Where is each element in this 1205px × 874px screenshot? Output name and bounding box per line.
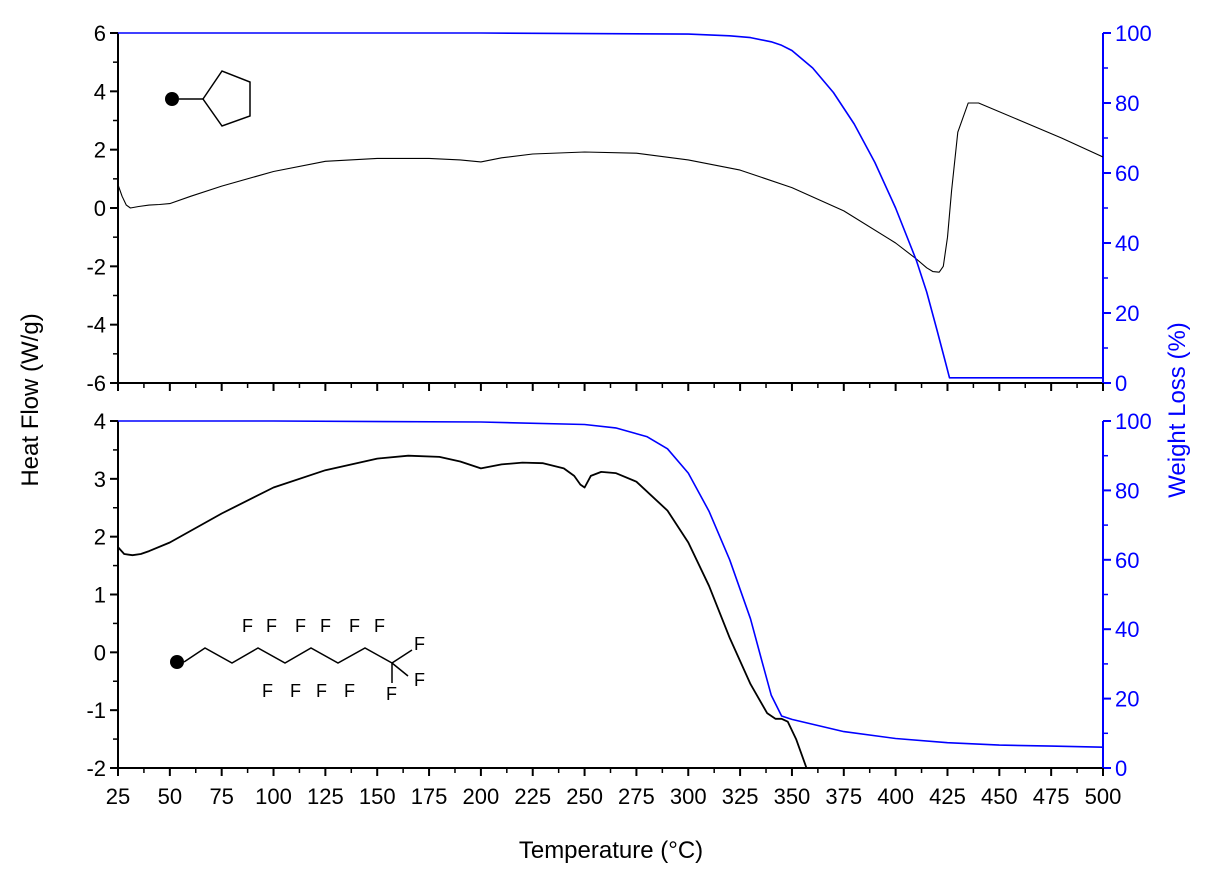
y-right-tick-label: 80 bbox=[1115, 91, 1139, 116]
fluorine-atom-label: F bbox=[374, 616, 385, 636]
fluorine-atom-label: F bbox=[344, 681, 355, 701]
perfluoroalkyl-structure-icon: F F F F F F F F F F F F F bbox=[170, 616, 425, 704]
y-left-tick-label: -2 bbox=[86, 756, 106, 781]
y-right-tick-label: 20 bbox=[1115, 687, 1139, 712]
fluorine-atom-label: F bbox=[414, 670, 425, 690]
x-tick-label: 300 bbox=[670, 784, 707, 809]
fluorine-atom-label: F bbox=[262, 681, 273, 701]
fluorine-atom-label: F bbox=[290, 681, 301, 701]
y-left-tick-label: 6 bbox=[94, 21, 106, 46]
y-left-tick-label: 0 bbox=[94, 196, 106, 221]
y-right-tick-label: 80 bbox=[1115, 478, 1139, 503]
x-tick-label: 375 bbox=[825, 784, 862, 809]
x-tick-label: 275 bbox=[618, 784, 655, 809]
y-left-tick-label: -4 bbox=[86, 313, 106, 338]
fluorine-atom-label: F bbox=[295, 616, 306, 636]
x-tick-label: 50 bbox=[158, 784, 182, 809]
fluorine-atom-label: F bbox=[386, 684, 397, 704]
x-tick-label: 200 bbox=[463, 784, 500, 809]
y-right-tick-label: 100 bbox=[1115, 21, 1152, 46]
x-tick-label: 500 bbox=[1085, 784, 1122, 809]
fluorine-atom-label: F bbox=[316, 681, 327, 701]
x-tick-label: 475 bbox=[1033, 784, 1070, 809]
x-tick-label: 25 bbox=[106, 784, 130, 809]
heat-flow-series-line bbox=[118, 102, 1103, 273]
x-tick-label: 325 bbox=[722, 784, 759, 809]
y-left-tick-label: -2 bbox=[86, 254, 106, 279]
weight-loss-series-line bbox=[118, 32, 1103, 379]
y-right-tick-label: 20 bbox=[1115, 301, 1139, 326]
x-tick-label: 150 bbox=[359, 784, 396, 809]
y-left-tick-label: -6 bbox=[86, 371, 106, 396]
x-tick-label: 175 bbox=[411, 784, 448, 809]
x-tick-label: 350 bbox=[774, 784, 811, 809]
y-left-tick-label: 0 bbox=[94, 640, 106, 665]
heat-flow-series-line bbox=[118, 454, 808, 768]
y-right-tick-label: 0 bbox=[1115, 371, 1127, 396]
y-left-tick-label: 1 bbox=[94, 583, 106, 608]
y-left-tick-label: -1 bbox=[86, 698, 106, 723]
y-right-tick-label: 100 bbox=[1115, 409, 1152, 434]
y-axis-right-label: Weight Loss (%) bbox=[1164, 322, 1191, 498]
y-left-tick-label: 2 bbox=[94, 138, 106, 163]
x-tick-label: 225 bbox=[514, 784, 551, 809]
y-right-tick-label: 60 bbox=[1115, 548, 1139, 573]
weight-loss-series-line bbox=[118, 420, 1103, 748]
y-left-tick-label: 3 bbox=[94, 467, 106, 492]
y-right-tick-label: 40 bbox=[1115, 617, 1139, 642]
cyclopentyl-structure-icon bbox=[165, 70, 251, 127]
fluorine-atom-label: F bbox=[266, 616, 277, 636]
y-right-tick-label: 0 bbox=[1115, 756, 1127, 781]
y-left-tick-label: 4 bbox=[94, 409, 106, 434]
x-tick-label: 400 bbox=[877, 784, 914, 809]
y-right-tick-label: 40 bbox=[1115, 231, 1139, 256]
x-tick-label: 75 bbox=[209, 784, 233, 809]
fluorine-atom-label: F bbox=[349, 616, 360, 636]
x-tick-label: 250 bbox=[566, 784, 603, 809]
y-right-tick-label: 60 bbox=[1115, 161, 1139, 186]
x-tick-label: 450 bbox=[981, 784, 1018, 809]
y-left-tick-label: 4 bbox=[94, 79, 106, 104]
fluorine-atom-label: F bbox=[320, 616, 331, 636]
fluorine-atom-label: F bbox=[242, 616, 253, 636]
y-axis-left-label: Heat Flow (W/g) bbox=[17, 313, 44, 486]
x-tick-label: 125 bbox=[307, 784, 344, 809]
fluorine-atom-label: F bbox=[414, 634, 425, 654]
x-axis-label: Temperature (°C) bbox=[519, 837, 703, 864]
y-left-tick-label: 2 bbox=[94, 525, 106, 550]
x-tick-label: 425 bbox=[929, 784, 966, 809]
x-tick-label: 100 bbox=[255, 784, 292, 809]
